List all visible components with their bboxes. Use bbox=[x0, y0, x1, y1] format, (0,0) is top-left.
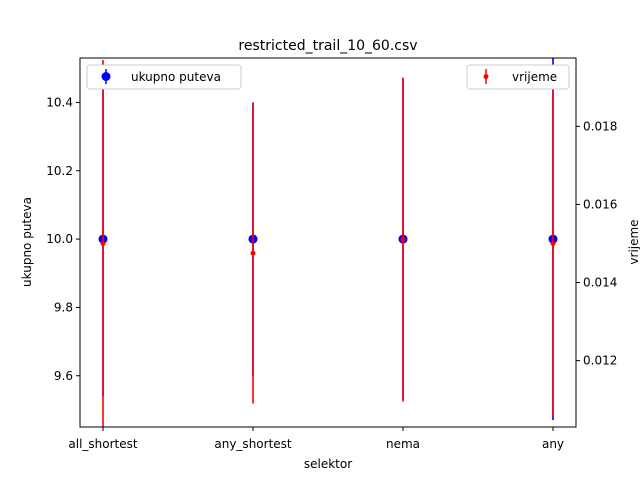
legend-left-box bbox=[86, 64, 242, 90]
x-tick-label: any bbox=[542, 437, 564, 451]
vrijeme-point bbox=[250, 250, 256, 256]
y-right-tick-label: 0.014 bbox=[583, 276, 617, 290]
y-left-tick-label: 10.2 bbox=[46, 164, 73, 178]
x-tick-label: nema bbox=[386, 437, 420, 451]
legend-right: vrijeme bbox=[466, 64, 570, 90]
y-right-tick-label: 0.016 bbox=[583, 197, 617, 211]
y-left-axis-label: ukupno puteva bbox=[20, 197, 34, 287]
x-tick-label: all_shortest bbox=[68, 437, 137, 451]
y-right-tick-label: 0.012 bbox=[583, 354, 617, 368]
y-right-axis-label: vrijeme bbox=[627, 219, 640, 264]
legend-left-marker-icon bbox=[101, 72, 111, 81]
y-left-axis-ticks: 9.6 9.8 10.0 10.2 10.4 bbox=[46, 95, 80, 383]
y-right-tick-label: 0.018 bbox=[583, 119, 617, 133]
y-left-tick-label: 10.4 bbox=[46, 95, 73, 109]
legend-left: ukupno puteva bbox=[86, 64, 242, 90]
x-tick-label: any_shortest bbox=[214, 437, 292, 451]
legend-right-marker-icon bbox=[483, 74, 489, 79]
vrijeme-point bbox=[100, 240, 106, 246]
y-left-tick-label: 9.6 bbox=[54, 369, 73, 383]
chart-title: restricted_trail_10_60.csv bbox=[238, 38, 417, 54]
x-axis-ticks: all_shortest any_shortest nema any bbox=[68, 427, 564, 451]
legend-right-label: vrijeme bbox=[512, 70, 557, 84]
plot-frame bbox=[79, 57, 577, 428]
y-left-tick-label: 10.0 bbox=[46, 232, 73, 246]
y-right-axis-ticks: 0.012 0.014 0.016 0.018 bbox=[576, 119, 617, 368]
y-left-tick-label: 9.8 bbox=[54, 300, 73, 314]
vrijeme-point bbox=[550, 240, 556, 246]
vrijeme-point bbox=[400, 237, 406, 243]
x-axis-label: selektor bbox=[304, 457, 352, 471]
plot-marks bbox=[98, 58, 558, 427]
legend-right-box bbox=[466, 64, 570, 90]
legend-left-label: ukupno puteva bbox=[131, 70, 221, 84]
